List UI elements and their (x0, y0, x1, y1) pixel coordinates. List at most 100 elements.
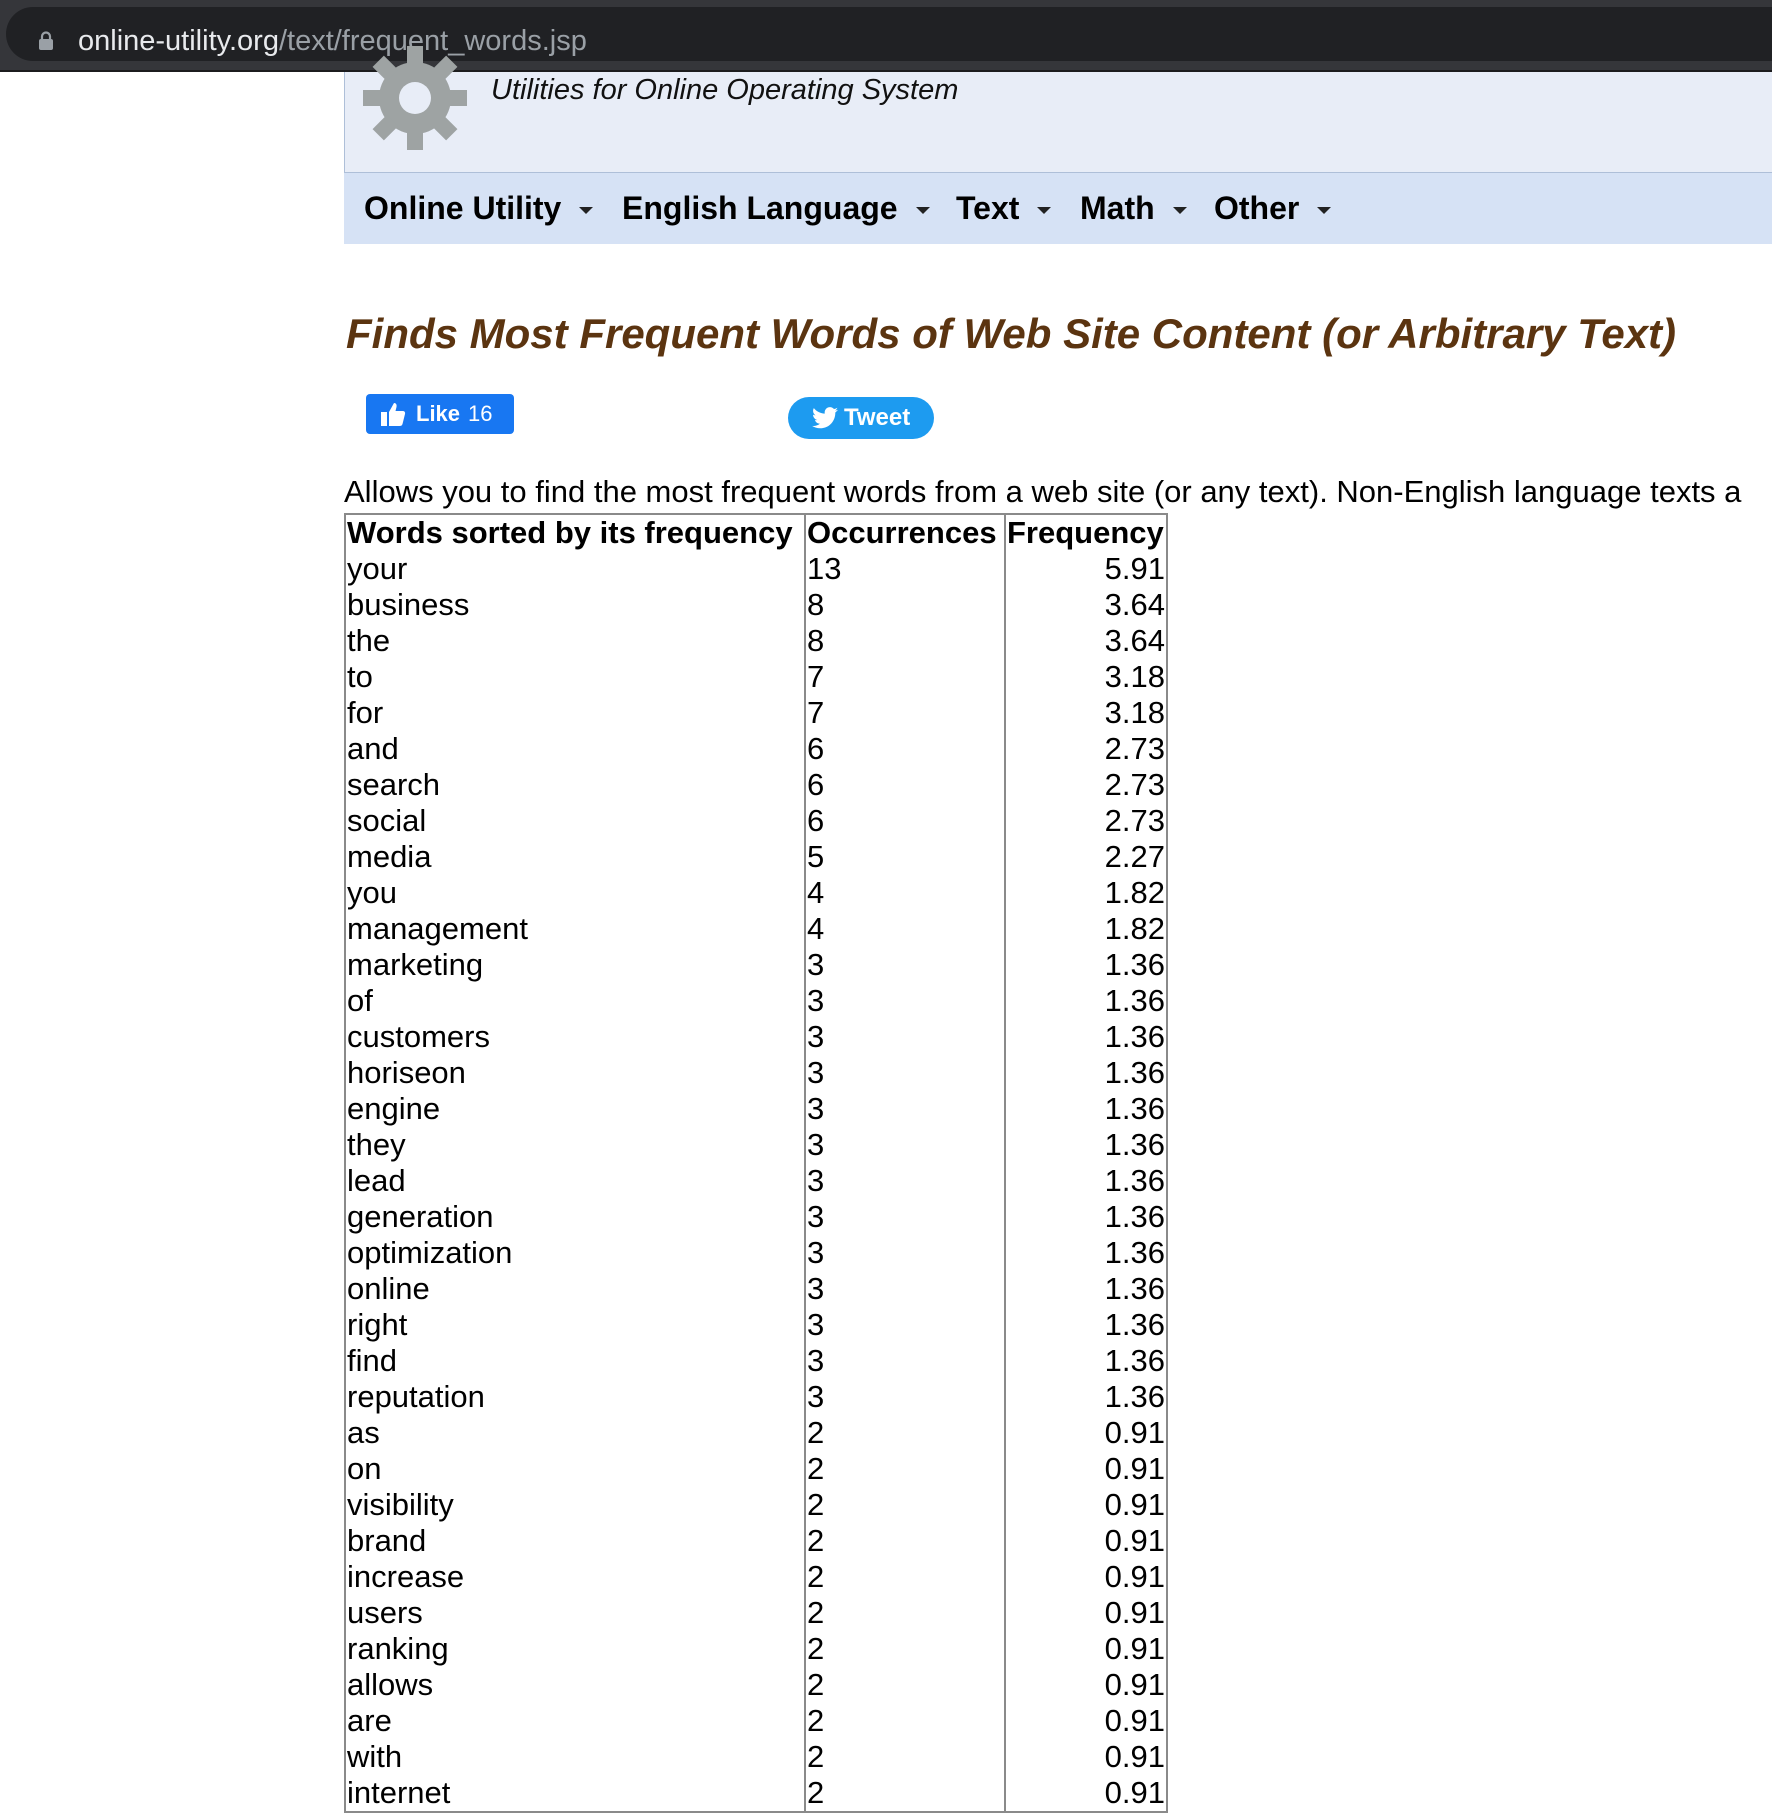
frequency-cell: 1.36 (1004, 1055, 1168, 1091)
frequency-cell: 1.36 (1004, 1235, 1168, 1271)
table-row: visibility 2 0.91 (344, 1487, 1168, 1523)
word-cell: right (344, 1307, 806, 1343)
table-row: lead 3 1.36 (344, 1163, 1168, 1199)
table-row: horiseon 3 1.36 (344, 1055, 1168, 1091)
frequency-cell: 1.36 (1004, 1379, 1168, 1415)
frequency-cell: 1.36 (1004, 1019, 1168, 1055)
tweet-button[interactable]: Tweet (788, 397, 934, 439)
frequency-cell: 2.73 (1004, 731, 1168, 767)
occurrences-cell: 3 (804, 1271, 1006, 1307)
twitter-bird-icon (812, 407, 838, 429)
table-row: users 2 0.91 (344, 1595, 1168, 1631)
description-text: Allows you to find the most frequent wor… (344, 474, 1742, 509)
table-row: ranking 2 0.91 (344, 1631, 1168, 1667)
table-row: and 6 2.73 (344, 731, 1168, 767)
like-label: Like (416, 401, 461, 426)
caret-down-icon (579, 206, 594, 214)
frequency-cell: 0.91 (1004, 1487, 1168, 1523)
frequency-cell: 0.91 (1004, 1559, 1168, 1595)
url-text[interactable]: online-utility.org/text/frequent_words.j… (78, 21, 587, 61)
occurrences-cell: 2 (804, 1451, 1006, 1487)
word-cell: optimization (344, 1235, 806, 1271)
like-count: 16 (468, 401, 493, 426)
word-cell: users (344, 1595, 806, 1631)
word-cell: they (344, 1127, 806, 1163)
frequency-cell: 0.91 (1004, 1451, 1168, 1487)
word-cell: search (344, 767, 806, 803)
occurrences-cell: 5 (804, 839, 1006, 875)
url-field[interactable]: online-utility.org/text/frequent_words.j… (6, 7, 1772, 61)
occurrences-cell: 3 (804, 1019, 1006, 1055)
frequency-cell: 3.18 (1004, 659, 1168, 695)
nav-english-language[interactable]: English Language (622, 188, 930, 228)
frequency-cell: 1.36 (1004, 1271, 1168, 1307)
word-cell: and (344, 731, 806, 767)
browser-address-bar: online-utility.org/text/frequent_words.j… (0, 0, 1772, 72)
nav-text[interactable]: Text (956, 188, 1052, 228)
word-cell: ranking (344, 1631, 806, 1667)
word-cell: on (344, 1451, 806, 1487)
frequency-cell: 0.91 (1004, 1703, 1168, 1739)
word-cell: horiseon (344, 1055, 806, 1091)
frequency-cell: 1.36 (1004, 1343, 1168, 1379)
occurrences-cell: 3 (804, 1163, 1006, 1199)
thumbs-up-icon (381, 403, 406, 426)
word-cell: visibility (344, 1487, 806, 1523)
occurrences-cell: 3 (804, 1379, 1006, 1415)
table-row: management 4 1.82 (344, 911, 1168, 947)
facebook-like-button[interactable]: Like 16 (366, 394, 514, 434)
word-cell: to (344, 659, 806, 695)
occurrences-cell: 8 (804, 587, 1006, 623)
word-cell: find (344, 1343, 806, 1379)
table-row: generation 3 1.36 (344, 1199, 1168, 1235)
table-row: customers 3 1.36 (344, 1019, 1168, 1055)
frequency-cell: 1.36 (1004, 1307, 1168, 1343)
table-header-row: Words sorted by its frequency Occurrence… (344, 513, 1168, 551)
table-row: online 3 1.36 (344, 1271, 1168, 1307)
occurrences-cell: 3 (804, 1343, 1006, 1379)
occurrences-cell: 6 (804, 731, 1006, 767)
frequency-cell: 3.18 (1004, 695, 1168, 731)
occurrences-cell: 6 (804, 767, 1006, 803)
word-cell: for (344, 695, 806, 731)
frequency-cell: 3.64 (1004, 623, 1168, 659)
table-row: optimization 3 1.36 (344, 1235, 1168, 1271)
table-row: you 4 1.82 (344, 875, 1168, 911)
word-cell: the (344, 623, 806, 659)
table-row: reputation 3 1.36 (344, 1379, 1168, 1415)
nav-label: Online Utility (364, 189, 562, 226)
word-cell: media (344, 839, 806, 875)
occurrences-cell: 3 (804, 1091, 1006, 1127)
site-header: Utilities for Online Operating System (344, 46, 1772, 173)
table-row: allows 2 0.91 (344, 1667, 1168, 1703)
frequency-cell: 2.73 (1004, 767, 1168, 803)
frequency-cell: 0.91 (1004, 1631, 1168, 1667)
word-cell: your (344, 551, 806, 587)
caret-down-icon (1037, 206, 1052, 214)
nav-online-utility[interactable]: Online Utility (364, 188, 594, 228)
occurrences-cell: 3 (804, 947, 1006, 983)
frequency-cell: 1.36 (1004, 1091, 1168, 1127)
word-cell: online (344, 1271, 806, 1307)
url-domain: online-utility.org (78, 25, 279, 57)
occurrences-cell: 2 (804, 1667, 1006, 1703)
caret-down-icon (1172, 206, 1187, 214)
occurrences-cell: 2 (804, 1775, 1006, 1812)
occurrences-cell: 7 (804, 659, 1006, 695)
occurrences-cell: 6 (804, 803, 1006, 839)
table-row: they 3 1.36 (344, 1127, 1168, 1163)
nav-other[interactable]: Other (1214, 188, 1332, 228)
table-row: are 2 0.91 (344, 1703, 1168, 1739)
frequency-cell: 0.91 (1004, 1415, 1168, 1451)
occurrences-cell: 3 (804, 1235, 1006, 1271)
frequency-cell: 2.73 (1004, 803, 1168, 839)
occurrences-cell: 2 (804, 1559, 1006, 1595)
nav-math[interactable]: Math (1080, 188, 1187, 228)
frequency-cell: 1.36 (1004, 1163, 1168, 1199)
gear-logo-icon[interactable] (359, 42, 471, 154)
occurrences-cell: 2 (804, 1487, 1006, 1523)
header-frequency: Frequency (1004, 513, 1168, 551)
occurrences-cell: 2 (804, 1631, 1006, 1667)
frequency-cell: 1.82 (1004, 875, 1168, 911)
